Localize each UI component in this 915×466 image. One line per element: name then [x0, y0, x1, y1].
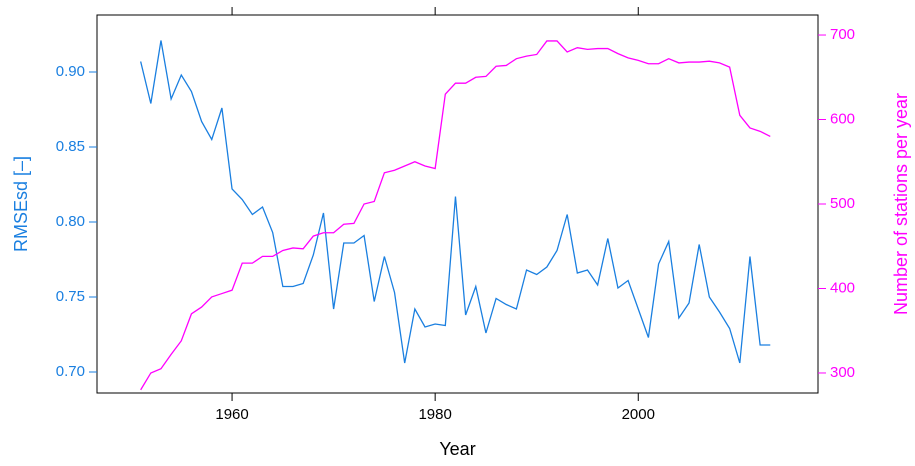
series-line: [140, 40, 771, 364]
y-tick-label: 0.90: [56, 63, 85, 80]
y-tick-label: 0.85: [56, 138, 85, 155]
y-tick-label: 0.75: [56, 288, 85, 305]
y2-tick-label: 600: [830, 110, 855, 127]
y2-axis-label: Number of stations per year: [891, 93, 911, 315]
y-tick-label: 0.70: [56, 363, 85, 380]
y-tick-label: 0.80: [56, 213, 85, 230]
y2-tick-label: 300: [830, 364, 855, 381]
x-axis-label: Year: [439, 439, 475, 459]
y-axis-label: RMSEsd [–]: [11, 156, 31, 252]
y2-tick-label: 400: [830, 279, 855, 296]
x-tick-label: 1980: [418, 406, 451, 423]
plot-frame: [96, 14, 819, 394]
x-tick-label: 2000: [622, 406, 655, 423]
y2-tick-label: 700: [830, 26, 855, 43]
x-tick-label: 1960: [215, 406, 248, 423]
series-line: [140, 40, 771, 391]
y2-tick-label: 500: [830, 195, 855, 212]
